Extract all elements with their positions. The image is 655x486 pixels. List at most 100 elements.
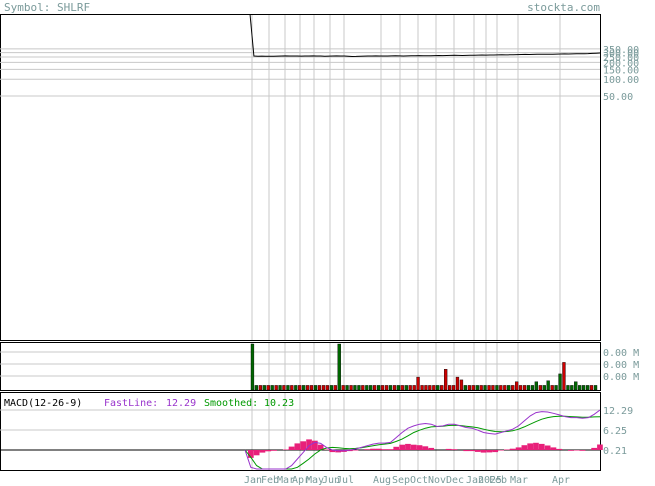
volume-bar <box>570 385 574 391</box>
volume-bar <box>416 376 420 391</box>
volume-bar <box>278 385 282 391</box>
brand-label[interactable]: stockta.com <box>527 1 600 14</box>
x-tick-label: Oct <box>410 475 428 486</box>
macd-histogram-bar <box>550 447 557 450</box>
smoothed-legend-label: Smoothed: <box>204 398 258 409</box>
macd-histogram-bar <box>253 450 260 456</box>
volume-bar <box>448 385 452 391</box>
volume-bar <box>444 369 448 391</box>
volume-bar <box>522 385 527 391</box>
volume-bar <box>491 385 495 391</box>
price-tick-label: 350.00 <box>603 45 639 56</box>
x-tick-label: Dec <box>446 475 464 486</box>
macd-histogram-bar <box>329 450 336 453</box>
volume-bar <box>274 385 278 391</box>
panel-frame <box>0 14 601 341</box>
macd-histogram-bar <box>410 444 417 450</box>
volume-bar <box>250 343 255 391</box>
volume-bar <box>258 385 262 391</box>
price-line <box>249 13 601 58</box>
macd-histogram-bar <box>370 448 376 450</box>
volume-bar <box>534 381 539 391</box>
volume-bar <box>515 381 519 391</box>
volume-bar <box>317 385 322 391</box>
x-tick-label: Apr <box>292 475 310 486</box>
price-tick-label: 250.00 <box>603 53 639 64</box>
macd-histogram-bar <box>579 450 586 451</box>
volume-bar <box>507 385 511 391</box>
volume-tick-label: 0.00 M <box>603 348 639 359</box>
volume-bar <box>369 385 373 391</box>
macd-histogram-bar <box>422 446 429 450</box>
price-tick-label: 50.00 <box>603 92 633 103</box>
volume-bar <box>499 385 503 391</box>
volume-tick-label: 0.00 M <box>603 360 639 371</box>
fastline-legend-value: 12.29 <box>166 398 196 409</box>
panel-frame <box>0 392 601 471</box>
volume-bar <box>593 385 598 391</box>
volume-bar <box>380 385 385 391</box>
volume-bar <box>325 385 329 391</box>
volume-bar <box>313 385 318 391</box>
volume-bar <box>503 385 507 391</box>
macd-histogram-bar <box>556 448 563 450</box>
volume-bar <box>511 385 515 391</box>
macd-histogram-bar <box>364 449 371 450</box>
volume-bar <box>377 385 381 391</box>
volume-bar <box>400 385 404 391</box>
macd-histogram-bar <box>248 450 254 458</box>
macd-histogram-bar <box>451 449 458 450</box>
volume-bar <box>558 373 562 391</box>
volume-bar <box>518 385 523 391</box>
volume-bar <box>475 385 479 391</box>
volume-bar <box>412 385 416 391</box>
volume-bar <box>589 385 594 391</box>
fastline-line <box>244 409 601 470</box>
volume-tick-label: 0.00 M <box>603 372 639 383</box>
macd-histogram-bar <box>521 445 528 450</box>
x-tick-label: Sep <box>392 475 410 486</box>
price-tick-label: 300.00 <box>603 49 639 60</box>
symbol-label: Symbol: SHLRF <box>4 1 90 14</box>
volume-bar <box>578 385 582 391</box>
volume-bar <box>290 385 294 391</box>
volume-bar <box>294 385 298 391</box>
volume-bar <box>495 385 499 391</box>
x-tick-label: Jan <box>244 475 262 486</box>
volume-bar <box>574 381 578 391</box>
volume-bar <box>451 385 456 391</box>
macd-tick-label: 12.29 <box>603 406 633 417</box>
x-tick-label: Jul <box>336 475 354 486</box>
volume-bar <box>455 376 460 391</box>
volume-bar <box>321 385 326 391</box>
volume-bar <box>349 385 353 391</box>
volume-bar <box>329 385 333 391</box>
volume-bar <box>538 385 543 391</box>
volume-bar <box>392 385 397 391</box>
macd-histogram-bar <box>405 443 411 450</box>
macd-histogram-bar <box>416 445 423 450</box>
macd-histogram-bar <box>498 450 504 451</box>
macd-histogram-bar <box>288 446 295 450</box>
macd-histogram-bar <box>271 450 277 451</box>
volume-bar <box>428 385 432 391</box>
x-tick-label: Feb <box>261 475 279 486</box>
fastline-legend-label: FastLine: <box>104 398 158 409</box>
volume-bar <box>471 385 475 391</box>
volume-bar <box>550 385 554 391</box>
volume-bar <box>341 385 345 391</box>
macd-histogram-bar <box>300 441 306 450</box>
volume-bar <box>554 385 558 391</box>
volume-bar <box>365 385 369 391</box>
volume-bar <box>420 385 424 391</box>
macd-histogram-bar <box>509 448 516 450</box>
macd-histogram-bar <box>538 443 545 450</box>
smoothed-legend-value: 10.23 <box>264 398 294 409</box>
x-tick-label: Aug <box>373 475 391 486</box>
volume-bar <box>302 385 306 391</box>
volume-bar <box>432 385 436 391</box>
macd-histogram-bar <box>515 447 522 450</box>
